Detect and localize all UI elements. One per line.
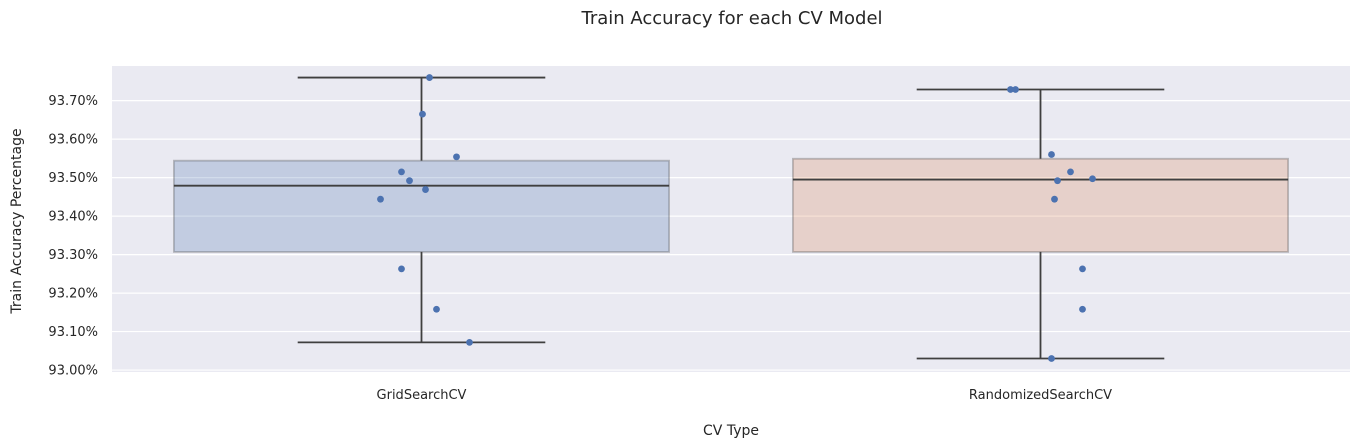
x-tick-labels: GridSearchCV RandomizedSearchCV (377, 388, 1113, 403)
data-point (419, 110, 426, 118)
y-tick-label: 93.60% (48, 133, 98, 148)
data-point (466, 338, 473, 346)
data-point (377, 195, 384, 203)
x-tick-label: RandomizedSearchCV (969, 388, 1112, 403)
data-point (1054, 177, 1061, 185)
box-plots (172, 76, 1290, 360)
data-point (453, 153, 460, 161)
y-grid (112, 100, 1350, 371)
strip-points (377, 74, 1096, 362)
y-tick-label: 93.40% (48, 210, 98, 225)
data-point (1048, 355, 1055, 362)
x-axis-label: CV Type (703, 423, 759, 439)
data-point (406, 177, 413, 185)
y-tick-label: 93.00% (48, 364, 98, 379)
data-point (1089, 175, 1096, 183)
data-point (1007, 86, 1014, 93)
box-0 (172, 159, 671, 253)
data-point (1079, 265, 1086, 273)
data-point (426, 74, 433, 81)
plot-area (112, 66, 1350, 372)
data-point (422, 186, 429, 193)
data-point (398, 168, 405, 176)
y-tick-labels: 93.00% 93.10% 93.20% 93.30% 93.40% 93.50% 93.6… (48, 94, 98, 378)
data-point (1048, 151, 1055, 158)
data-point (1067, 168, 1074, 176)
box-1 (792, 157, 1290, 253)
x-tick-label: GridSearchCV (377, 388, 467, 403)
y-tick-label: 93.50% (48, 171, 98, 186)
chart-title: Train Accuracy for each CV Model (580, 8, 882, 29)
data-point (398, 265, 405, 273)
y-tick-label: 93.30% (48, 248, 98, 263)
data-point (1051, 195, 1058, 203)
data-point (1079, 305, 1086, 313)
y-tick-label: 93.20% (48, 287, 98, 302)
data-point (1012, 86, 1019, 93)
data-point (433, 305, 440, 313)
y-tick-label: 93.10% (48, 325, 98, 340)
y-tick-label: 93.70% (48, 94, 98, 109)
y-axis-label: Train Accuracy Percentage (9, 128, 25, 314)
